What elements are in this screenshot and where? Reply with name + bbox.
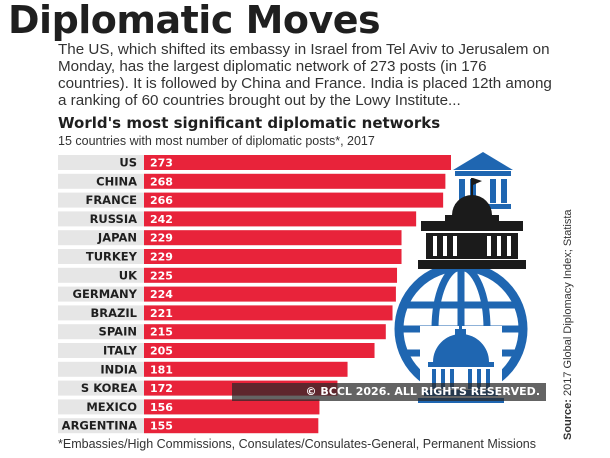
bar-india [144, 361, 348, 377]
bar-china [144, 173, 446, 189]
illustration [394, 152, 528, 404]
value-label: 224 [150, 288, 173, 301]
source-text: 2017 Global Diplomacy Index; Statista [562, 209, 574, 396]
value-label: 268 [150, 175, 173, 188]
source-label: Source: [562, 399, 574, 440]
bar-turkey [144, 249, 402, 264]
value-labels: 273 268 266 242 229 229 225 224 221 215 205 181 172 1… [150, 157, 173, 433]
bars [144, 155, 451, 434]
category-label: FRANCE [85, 193, 137, 207]
value-label: 156 [150, 401, 173, 414]
category-label: INDIA [100, 362, 137, 376]
category-label: CHINA [96, 174, 137, 188]
value-label: 266 [150, 194, 173, 207]
government-building-icon [418, 178, 526, 269]
category-label: ITALY [103, 344, 138, 358]
bar-italy [144, 343, 375, 358]
bar-japan [144, 230, 402, 246]
category-label: RUSSIA [90, 212, 138, 226]
category-label: SPAIN [99, 325, 137, 339]
category-labels: US CHINA FRANCE RUSSIA JAPAN TURKEY UK GERMANY B… [62, 156, 138, 433]
bar-germany [144, 286, 396, 302]
value-label: 229 [150, 251, 173, 264]
bar-france [144, 192, 444, 208]
value-label: 172 [150, 382, 173, 395]
bar-argentina [144, 418, 319, 434]
chart-title: World's most significant diplomatic netw… [58, 114, 441, 132]
footnote: *Embassies/High Commissions, Consulates/… [58, 437, 536, 451]
bar-us [144, 155, 451, 170]
category-label: TURKEY [86, 250, 138, 264]
value-label: 205 [150, 345, 173, 358]
category-label: BRAZIL [91, 306, 138, 320]
category-label: ARGENTINA [62, 419, 137, 433]
bar-brazil [144, 305, 393, 321]
bar-uk [144, 267, 398, 283]
category-label: JAPAN [97, 231, 137, 245]
value-label: 242 [150, 213, 173, 226]
value-label: 155 [150, 420, 173, 433]
value-label: 229 [150, 232, 173, 245]
chart-subtitle: 15 countries with most number of diploma… [58, 134, 375, 148]
value-label: 181 [150, 363, 173, 376]
watermark: © BCCL 2026. ALL RIGHTS RESERVED. [232, 383, 546, 401]
value-label: 273 [150, 157, 173, 170]
source-credit: Source: 2017 Global Diplomacy Index; Sta… [562, 209, 574, 440]
category-label: US [119, 156, 137, 170]
page-title: Diplomatic Moves [8, 0, 381, 42]
intro-paragraph: The US, which shifted its embassy in Isr… [58, 41, 552, 109]
bar-spain [144, 324, 386, 340]
category-label: S KOREA [81, 381, 137, 395]
bar-mexico [144, 399, 320, 415]
value-label: 225 [150, 269, 173, 282]
category-label: UK [119, 268, 138, 282]
category-label: MEXICO [86, 400, 137, 414]
category-label: GERMANY [73, 287, 138, 301]
value-label: 215 [150, 326, 173, 339]
bar-russia [144, 211, 417, 227]
value-label: 221 [150, 307, 173, 320]
